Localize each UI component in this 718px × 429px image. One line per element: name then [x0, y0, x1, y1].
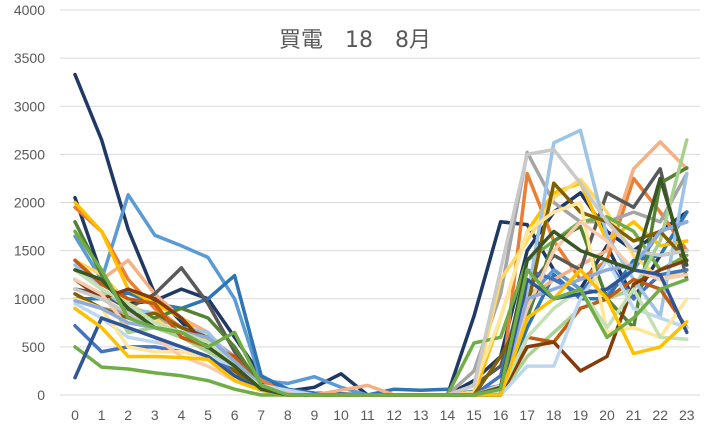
x-tick-label: 4 [178, 407, 186, 423]
y-tick-label: 500 [22, 339, 46, 355]
x-tick-label: 8 [284, 407, 292, 423]
x-tick-label: 16 [493, 407, 509, 423]
y-tick-label: 2000 [14, 195, 45, 211]
y-tick-label: 3000 [14, 98, 45, 114]
x-tick-label: 7 [257, 407, 265, 423]
y-axis-tick-labels: 0 500 1000 1500 2000 2500 3000 3500 4000 [14, 2, 45, 403]
x-tick-label: 2 [124, 407, 132, 423]
x-tick-label: 12 [386, 407, 402, 423]
y-tick-label: 0 [37, 387, 45, 403]
chart-title: 買電 18 8月 [279, 28, 431, 53]
x-tick-label: 15 [466, 407, 482, 423]
x-tick-label: 3 [151, 407, 159, 423]
x-tick-label: 6 [231, 407, 239, 423]
x-tick-label: 22 [652, 407, 668, 423]
x-axis-tick-labels: 0 1 2 3 4 5 6 7 8 9 10 11 12 13 14 15 16 17 18 19 20 21 22 23 [71, 407, 695, 423]
x-tick-label: 9 [311, 407, 319, 423]
x-tick-label: 19 [573, 407, 589, 423]
x-tick-label: 11 [360, 407, 375, 423]
y-tick-label: 1500 [14, 243, 45, 259]
x-tick-label: 17 [519, 407, 535, 423]
x-tick-label: 23 [679, 407, 695, 423]
x-tick-label: 18 [546, 407, 562, 423]
y-tick-label: 4000 [14, 2, 45, 18]
x-tick-label: 21 [626, 407, 642, 423]
x-tick-label: 5 [204, 407, 212, 423]
series-lines [73, 72, 689, 397]
y-tick-label: 2500 [14, 146, 45, 162]
y-tick-label: 1000 [14, 291, 45, 307]
x-tick-label: 14 [440, 407, 456, 423]
x-tick-label: 1 [98, 407, 106, 423]
y-tick-label: 3500 [14, 50, 45, 66]
x-tick-label: 10 [333, 407, 349, 423]
series-line-28 [73, 229, 689, 397]
x-tick-label: 0 [71, 407, 79, 423]
x-tick-label: 13 [413, 407, 429, 423]
x-tick-label: 20 [599, 407, 615, 423]
